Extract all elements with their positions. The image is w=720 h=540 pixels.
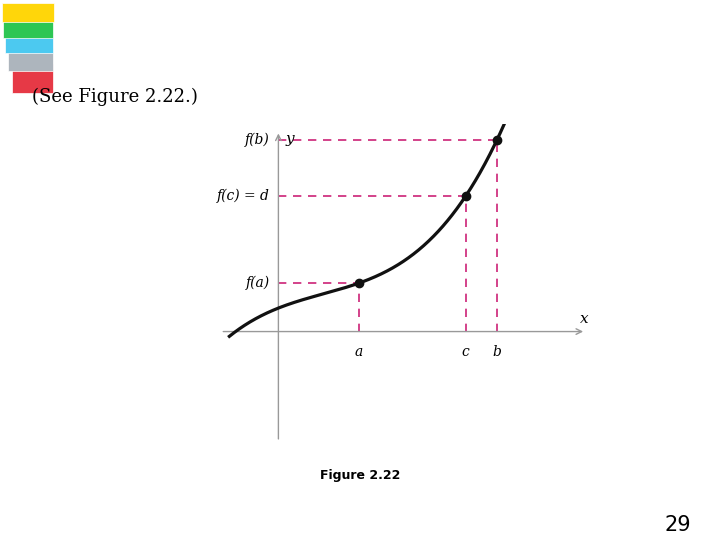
FancyBboxPatch shape [3,17,53,38]
Text: Figure 2.22: Figure 2.22 [320,469,400,482]
Text: f(c) = d: f(c) = d [217,189,269,204]
Text: f(a): f(a) [246,276,269,291]
Text: y: y [286,132,294,146]
Text: f(b): f(b) [245,133,269,147]
Text: a: a [354,345,363,359]
FancyBboxPatch shape [2,3,54,22]
FancyBboxPatch shape [12,64,53,93]
Text: c: c [462,345,469,359]
Text: 29: 29 [665,515,691,536]
FancyBboxPatch shape [5,32,53,53]
Text: The Intermediate Value Theorem: The Intermediate Value Theorem [54,36,595,64]
FancyBboxPatch shape [8,48,53,71]
Text: (See Figure 2.22.): (See Figure 2.22.) [32,88,198,106]
Text: x: x [580,312,589,326]
Text: b: b [492,345,501,359]
